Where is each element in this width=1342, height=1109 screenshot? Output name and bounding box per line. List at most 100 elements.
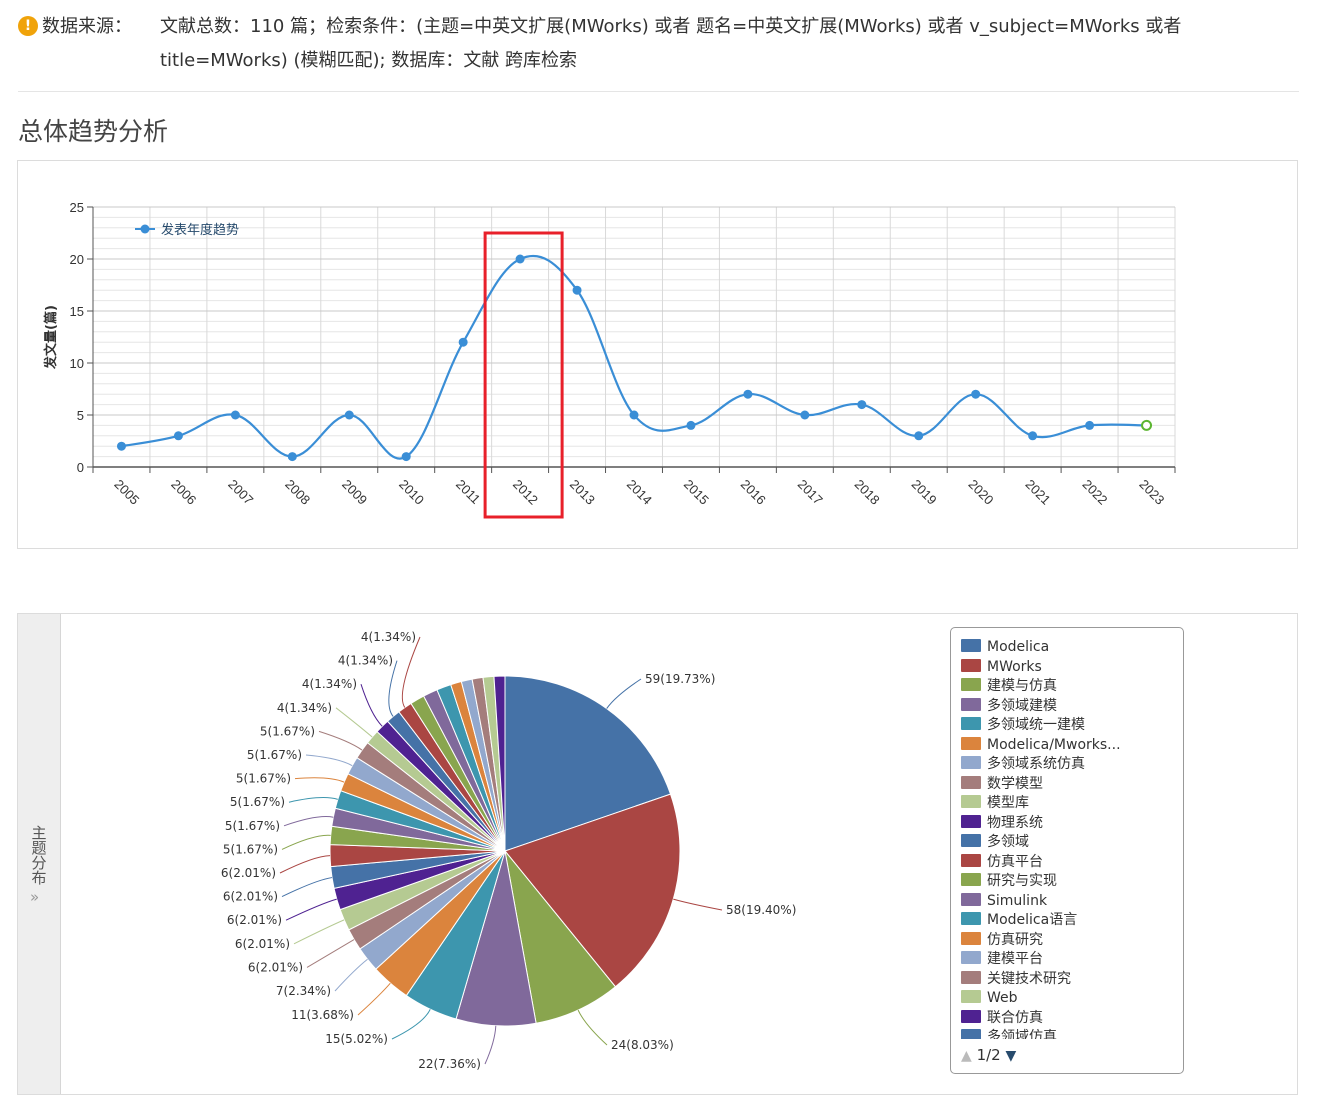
legend-item-label: 仿真研究 <box>987 931 1043 948</box>
legend-swatch <box>961 990 981 1003</box>
pie-data-label: 6(2.01%) <box>221 866 276 880</box>
y-tick-label: 0 <box>77 460 84 475</box>
pie-connector <box>357 982 391 1016</box>
legend-item[interactable]: 多领域仿真 <box>961 1028 1181 1039</box>
legend-swatch <box>961 736 981 750</box>
legend-item-label: 多领域 <box>987 834 1029 850</box>
legend-item[interactable]: Modelica/Mworks... <box>961 736 1181 756</box>
exclamation-circle-icon: ! <box>18 16 38 36</box>
legend-item-label: 多领域建模 <box>987 697 1057 714</box>
x-tick-label: 2022 <box>1079 477 1110 508</box>
legend-item[interactable]: MWorks <box>961 658 1181 678</box>
pie-data-label: 11(3.68%) <box>291 1008 354 1022</box>
x-tick-label: 2010 <box>396 477 427 508</box>
pie-data-label: 22(7.36%) <box>418 1057 481 1071</box>
legend-swatch <box>961 697 981 711</box>
pie-connector <box>401 636 421 708</box>
pie-connector <box>293 919 345 945</box>
pie-slice <box>493 675 506 852</box>
data-point <box>800 410 810 420</box>
legend-item-label: 多领域系统仿真 <box>987 756 1085 772</box>
pie-data-label: 5(1.67%) <box>223 842 278 856</box>
legend-item[interactable]: 多领域 <box>961 833 1181 853</box>
legend-marker <box>140 224 150 234</box>
double-chevron-right-icon[interactable]: » <box>30 888 40 906</box>
data-source-label: 数据来源： <box>42 16 132 37</box>
data-point <box>230 410 240 420</box>
pie-data-label: 6(2.01%) <box>235 937 290 951</box>
legend-item-label: 多领域仿真 <box>987 1029 1057 1039</box>
legend-swatch <box>961 639 981 652</box>
legend-item[interactable]: 仿真研究 <box>961 931 1181 951</box>
legend-swatch <box>961 717 981 730</box>
legend-item[interactable]: 关键技术研究 <box>961 970 1181 990</box>
legend-item[interactable]: Simulink <box>961 892 1181 912</box>
legend-swatch <box>961 795 981 808</box>
triangle-down-icon[interactable]: ▼ <box>1005 1048 1017 1064</box>
legend-swatch <box>961 912 981 925</box>
data-point <box>344 410 354 420</box>
legend-item[interactable]: 数学模型 <box>961 775 1181 795</box>
pie-connector <box>484 1025 497 1065</box>
topic-distribution-tab-label: 主题分布 <box>31 824 47 887</box>
pie-connector <box>388 660 398 717</box>
legend-item-label: 物理系统 <box>987 814 1043 831</box>
y-tick-label: 25 <box>70 200 84 215</box>
y-tick-label: 10 <box>70 356 84 371</box>
legend-item-label: 模型库 <box>987 795 1029 811</box>
legend-item[interactable]: Modelica <box>961 638 1181 658</box>
x-tick-label: 2007 <box>225 477 256 508</box>
data-point-hollow <box>1141 419 1153 431</box>
divider <box>18 91 1299 92</box>
legend-item[interactable]: 研究与实现 <box>961 872 1181 892</box>
pie-connector <box>318 730 363 751</box>
data-point <box>971 389 981 399</box>
pie-data-label: 4(1.34%) <box>338 654 393 668</box>
triangle-up-icon[interactable]: ▲ <box>961 1048 972 1064</box>
pie-connector <box>673 898 723 911</box>
legend-item-label: 联合仿真 <box>987 1009 1043 1026</box>
legend-item[interactable]: 多领域系统仿真 <box>961 755 1181 775</box>
pie-connector <box>577 1009 608 1046</box>
legend-item[interactable]: Modelica语言 <box>961 911 1181 931</box>
data-point <box>173 431 183 441</box>
legend-item-label: 研究与实现 <box>987 873 1057 889</box>
data-source-text: 文献总数：110 篇；检索条件：(主题=中英文扩展(MWorks) 或者 题名=… <box>160 16 1182 71</box>
legend-item-label: Simulink <box>987 892 1048 909</box>
highlight-box <box>483 231 564 519</box>
legend-item[interactable]: 多领域建模 <box>961 697 1181 717</box>
pie-data-label: 5(1.67%) <box>230 795 285 809</box>
pie-connector <box>281 877 333 898</box>
data-point <box>914 431 924 441</box>
pie-data-label: 6(2.01%) <box>227 913 282 927</box>
pie-data-label: 15(5.02%) <box>325 1032 388 1046</box>
legend-item[interactable]: 物理系统 <box>961 814 1181 834</box>
x-tick-label: 2017 <box>795 477 826 508</box>
legend-label: 发表年度趋势 <box>161 222 239 238</box>
data-point <box>1085 420 1095 430</box>
x-tick-label: 2009 <box>339 477 370 508</box>
legend-item[interactable]: 建模与仿真 <box>961 677 1181 697</box>
trend-line <box>121 254 1147 460</box>
data-point <box>287 452 297 462</box>
data-point <box>572 285 582 295</box>
pie-connector <box>281 834 331 850</box>
legend-item[interactable]: 联合仿真 <box>961 1009 1181 1029</box>
legend-item[interactable]: 建模平台 <box>961 950 1181 970</box>
x-tick-label: 2011 <box>453 477 483 507</box>
pie-data-label: 7(2.34%) <box>276 984 331 998</box>
pie-connector <box>391 1009 431 1040</box>
y-axis-title: 发文量(篇) <box>43 305 59 370</box>
legend-item[interactable]: 模型库 <box>961 794 1181 814</box>
pie-data-label: 4(1.34%) <box>302 677 357 691</box>
y-tick-label: 15 <box>70 304 84 319</box>
legend-item[interactable]: Web <box>961 989 1181 1009</box>
pie-connector <box>335 707 373 738</box>
legend-item[interactable]: 多领域统一建模 <box>961 716 1181 736</box>
x-tick-label: 2006 <box>168 477 199 508</box>
legend-pager: ▲ 1/2 ▼ <box>961 1045 1016 1066</box>
data-point <box>857 400 867 410</box>
topic-distribution-tab[interactable]: 主题分布 » <box>18 614 61 1094</box>
legend-item[interactable]: 仿真平台 <box>961 853 1181 873</box>
